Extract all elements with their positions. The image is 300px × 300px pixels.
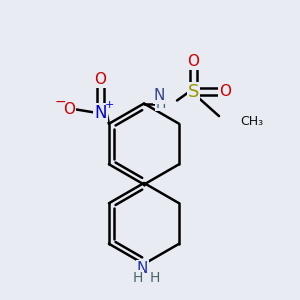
Text: H: H: [149, 271, 160, 284]
Text: O: O: [63, 102, 75, 117]
Text: +: +: [105, 100, 114, 110]
Text: −: −: [54, 95, 66, 109]
Text: N: N: [94, 103, 107, 122]
Text: O: O: [219, 84, 231, 99]
Text: N: N: [137, 261, 148, 276]
Text: N: N: [153, 88, 165, 104]
Text: H: H: [155, 97, 166, 110]
Text: CH₃: CH₃: [240, 115, 263, 128]
Text: S: S: [188, 82, 199, 100]
Text: O: O: [188, 54, 200, 69]
Text: O: O: [94, 72, 106, 87]
Text: H: H: [133, 271, 143, 284]
